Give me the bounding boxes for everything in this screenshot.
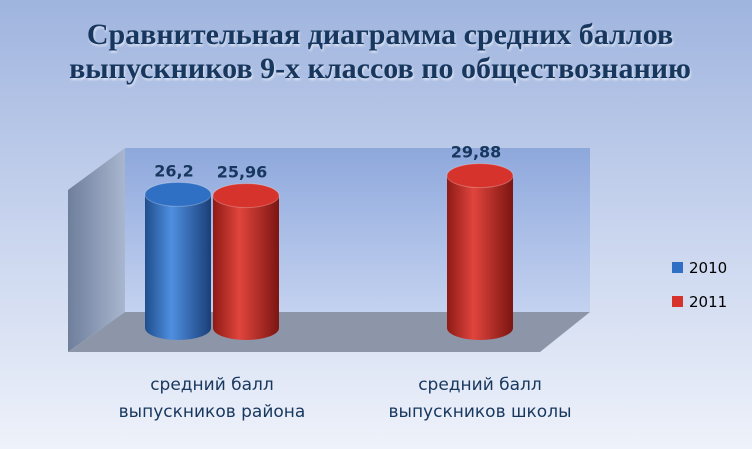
bar [144,181,212,340]
chart-title: Сравнительная диаграмма средних баллов в… [69,18,691,85]
bar-top [212,183,280,209]
bar-body [213,195,279,340]
legend-label: 2010 [689,259,727,277]
data-label: 26,2 [154,161,193,180]
legend-swatch [672,296,683,307]
bar [212,183,280,340]
bar-top [446,163,514,189]
data-label: 25,96 [217,163,268,182]
bar-body [447,175,513,340]
bar [446,163,514,340]
x-tick-label: средний балл выпускников школы [388,375,572,422]
bar-body [145,194,211,340]
legend-label: 2011 [689,293,727,311]
legend-swatch [672,262,683,273]
side-wall [68,148,125,352]
data-label: 29,88 [451,143,502,162]
x-tick-label: средний балл выпускников района [118,375,306,422]
bar-top [144,181,212,207]
